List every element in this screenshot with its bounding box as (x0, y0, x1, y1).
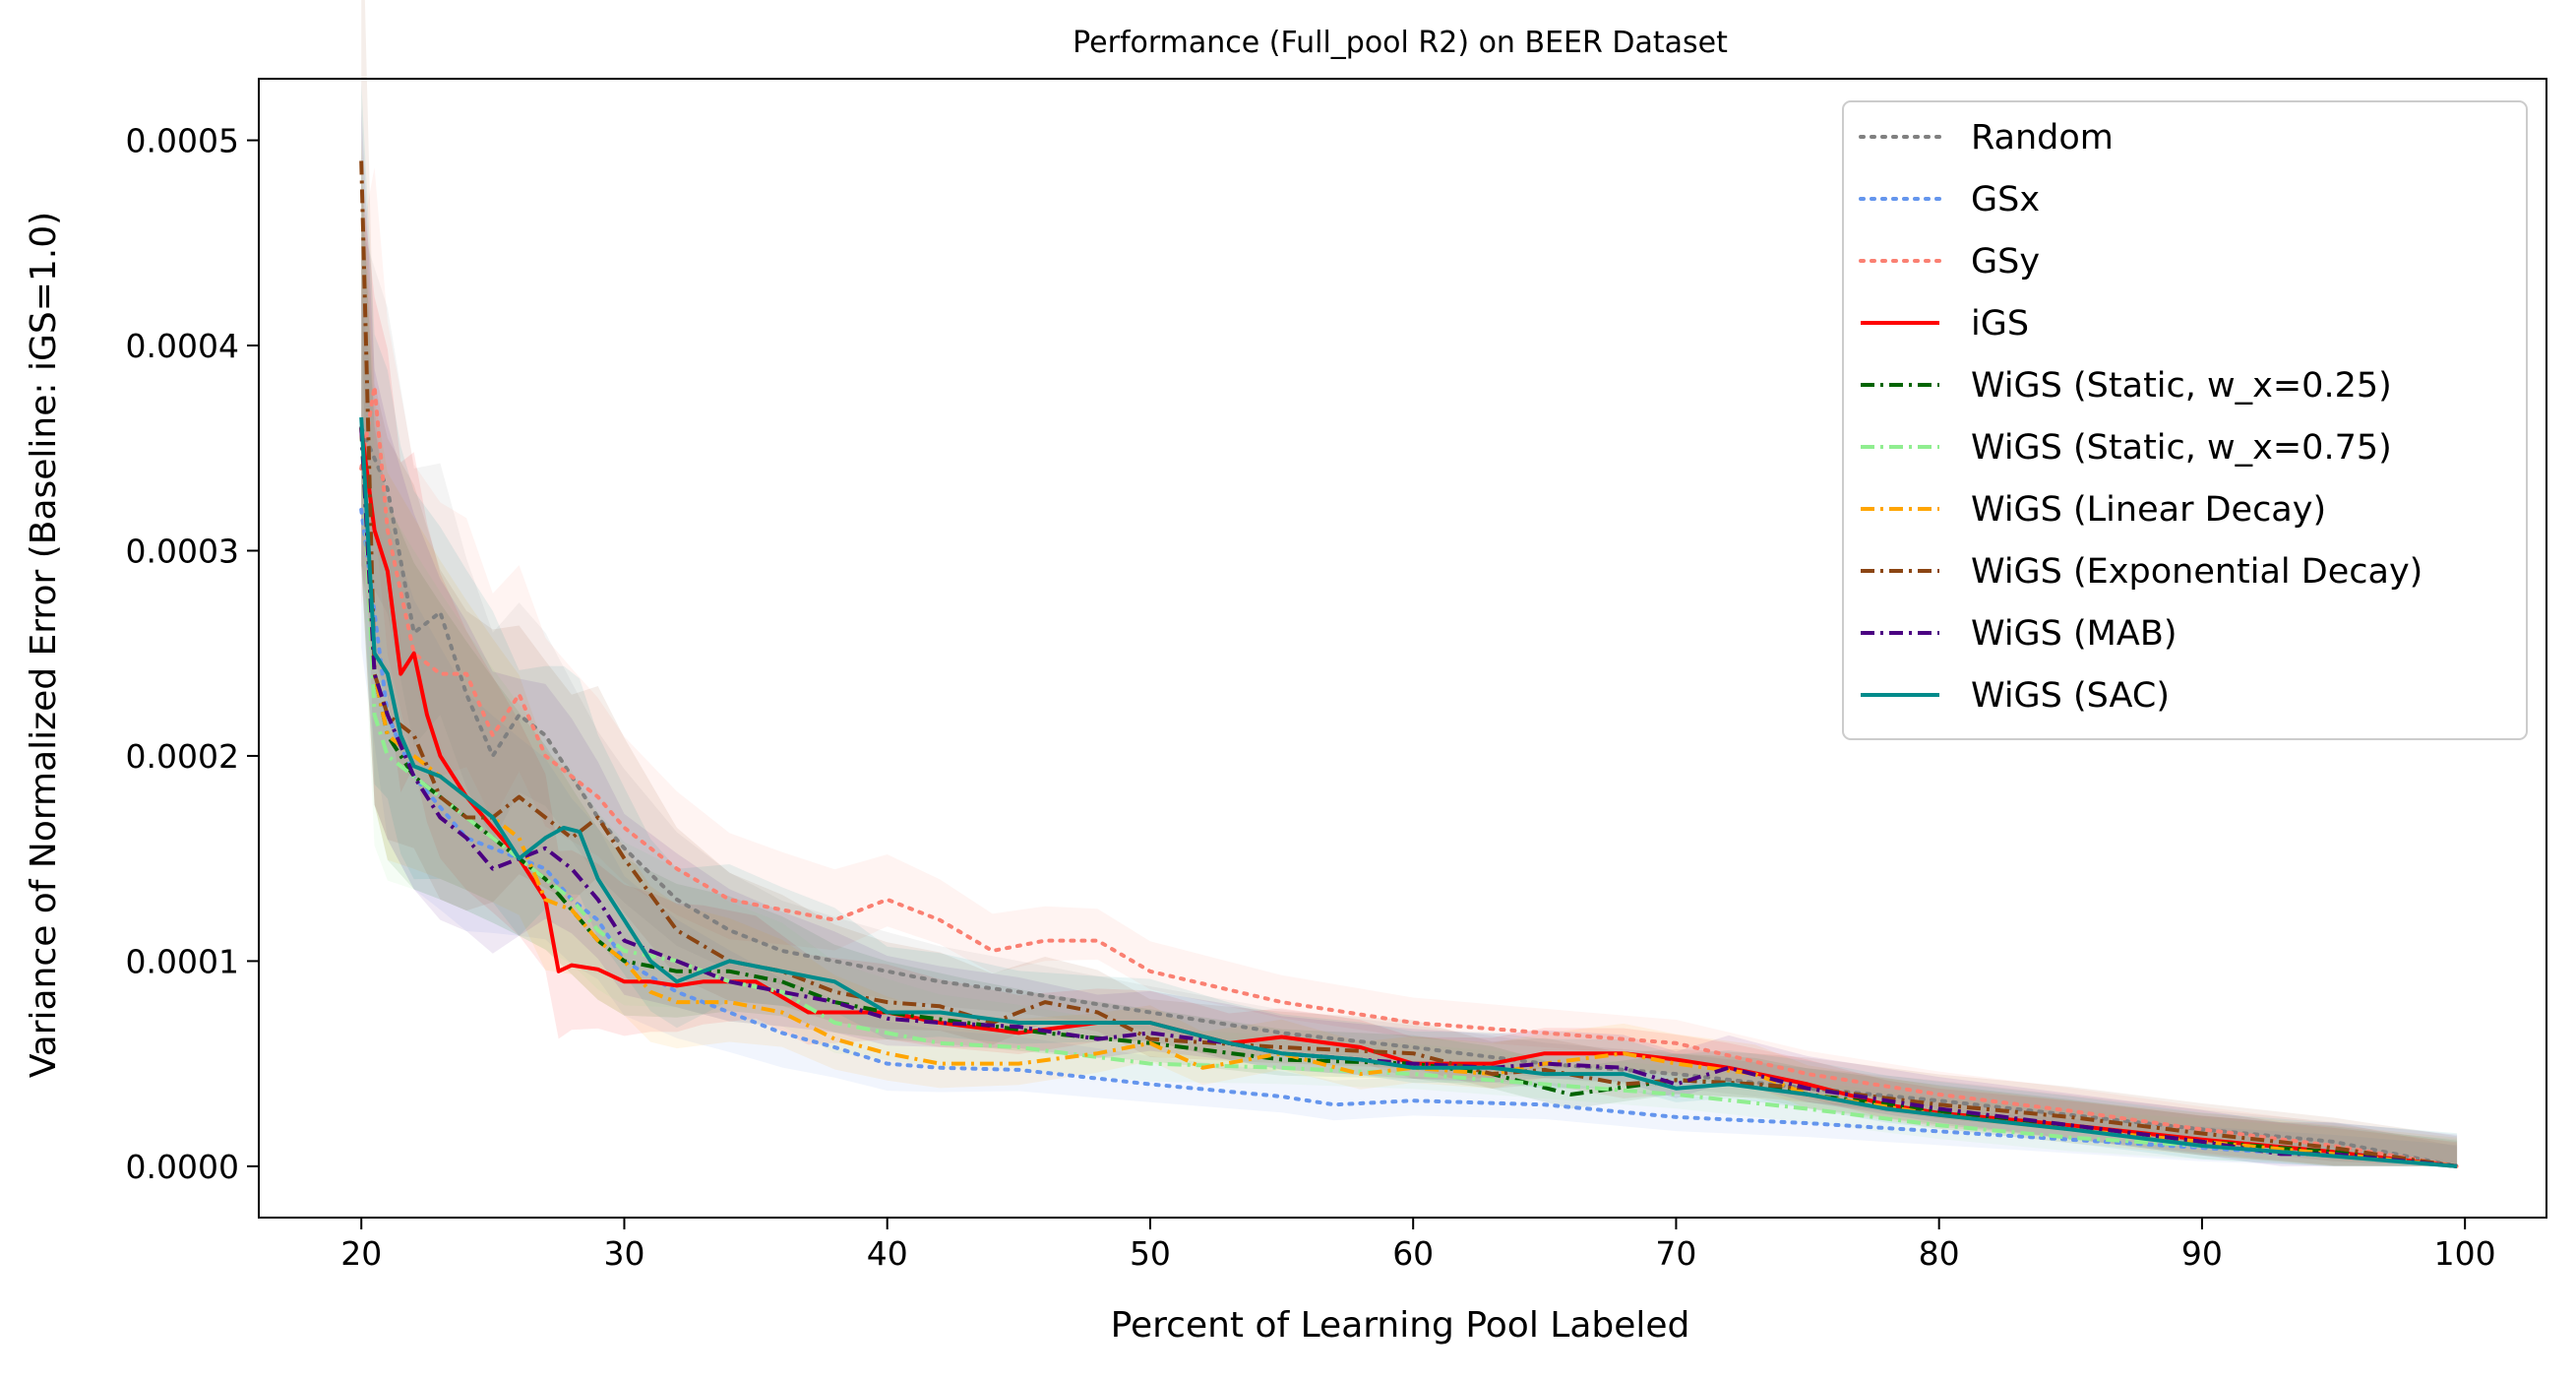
x-tick-label-7: 90 (2181, 1234, 2223, 1273)
series-line-7 (359, 160, 2458, 1168)
y-axis-label: Variance of Normalized Error (Baseline: … (24, 212, 64, 1078)
y-tick-label-0: 0.0000 (126, 1148, 239, 1186)
series-line-2 (359, 384, 2460, 1168)
y-tick-label-1: 0.0001 (126, 942, 239, 980)
legend-label-1: GSx (1971, 180, 2040, 220)
confidence-bands (361, 0, 2458, 1166)
series-line-5 (359, 427, 2458, 1168)
y-tick-label-5: 0.0005 (126, 122, 239, 160)
x-tick-label-8: 100 (2434, 1234, 2496, 1273)
legend-label-9: WiGS (SAC) (1971, 676, 2170, 716)
series-line-0 (359, 425, 2460, 1168)
plot-frame (258, 78, 2547, 1219)
x-tick-label-4: 60 (1392, 1234, 1434, 1273)
legend-label-2: GSy (1971, 242, 2040, 282)
series-line-1 (359, 507, 2460, 1168)
legend-box (1842, 100, 2528, 740)
x-tick-label-5: 70 (1655, 1234, 1696, 1273)
legend-label-6: WiGS (Linear Decay) (1971, 490, 2326, 530)
legend-label-3: iGS (1971, 304, 2029, 344)
series-lines (359, 160, 2460, 1168)
x-tick-label-0: 20 (340, 1234, 382, 1273)
y-tick-label-2: 0.0002 (126, 737, 239, 776)
band-0 (361, 226, 2458, 1166)
legend-label-4: WiGS (Static, w_x=0.25) (1971, 366, 2392, 406)
x-axis-label: Percent of Learning Pool Labeled (1111, 1305, 1690, 1346)
legend-label-8: WiGS (MAB) (1971, 614, 2177, 654)
legend-label-7: WiGS (Exponential Decay) (1971, 552, 2423, 592)
legend-label-0: Random (1971, 118, 2114, 157)
y-tick-label-4: 0.0004 (126, 327, 239, 365)
series-line-9 (359, 416, 2458, 1168)
chart-title: Performance (Full_pool R2) on BEER Datas… (1073, 26, 1728, 60)
axes: 20 30 40 50 60 70 80 90 100 0.0000 0.0001 0.0002 0.0… (126, 78, 2547, 1273)
x-tick-label-1: 30 (603, 1234, 644, 1273)
band-2 (361, 167, 2458, 1166)
y-tick-label-3: 0.0003 (126, 532, 239, 570)
x-tick-label-3: 50 (1130, 1234, 1171, 1273)
x-tick-label-6: 80 (1919, 1234, 1960, 1273)
legend-label-5: WiGS (Static, w_x=0.75) (1971, 428, 2392, 468)
series-line-8 (359, 427, 2458, 1168)
legend: Random GSx GSy iGS WiGS (Static, w_x=0.25) Wi… (1842, 100, 2528, 740)
x-tick-label-2: 40 (867, 1234, 908, 1273)
